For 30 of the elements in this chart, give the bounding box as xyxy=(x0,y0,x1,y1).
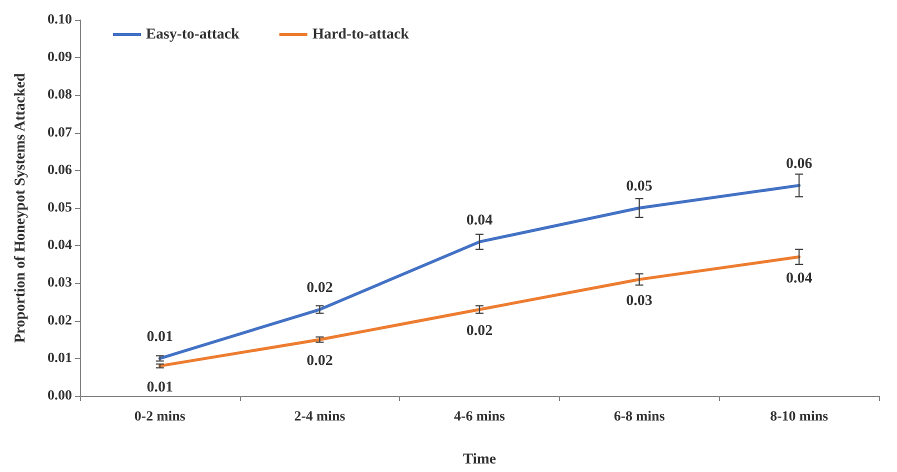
legend-label: Hard-to-attack xyxy=(312,26,410,42)
legend-label: Easy-to-attack xyxy=(146,26,240,42)
data-label: 0.02 xyxy=(306,353,333,370)
y-tick-label: 0.09 xyxy=(48,50,72,66)
y-tick-label: 0.04 xyxy=(48,238,72,254)
y-tick-label: 0.00 xyxy=(48,388,72,404)
data-label: 0.01 xyxy=(146,328,174,345)
data-label: 0.03 xyxy=(626,292,652,309)
y-tick-label: 0.05 xyxy=(48,200,72,216)
y-tick-label: 0.02 xyxy=(48,313,72,328)
y-tick-label: 0.01 xyxy=(48,350,72,366)
y-tick-label: 0.07 xyxy=(48,125,72,140)
data-label: 0.02 xyxy=(466,323,493,340)
y-tick-label: 0.10 xyxy=(48,12,72,28)
y-tick-label: 0.08 xyxy=(48,88,72,103)
x-tick-label: 8-10 mins xyxy=(770,410,829,424)
data-label: 0.01 xyxy=(146,379,174,396)
data-label: 0.06 xyxy=(786,156,813,172)
x-tick-label: 2-4 mins xyxy=(294,410,346,424)
data-label: 0.05 xyxy=(626,178,652,194)
x-tick-label: 4-6 mins xyxy=(454,410,506,424)
y-tick-label: 0.06 xyxy=(48,162,72,178)
x-tick-label: 0-2 mins xyxy=(134,410,186,424)
y-axis-title: Proportion of Honeypot Systems Attacked xyxy=(12,72,28,343)
y-tick-label: 0.03 xyxy=(48,276,72,291)
x-tick-label: 6-8 mins xyxy=(614,410,666,424)
data-label: 0.04 xyxy=(786,270,813,286)
data-label: 0.02 xyxy=(306,280,333,296)
x-axis-title: Time xyxy=(462,452,496,468)
data-label: 0.04 xyxy=(466,212,494,228)
